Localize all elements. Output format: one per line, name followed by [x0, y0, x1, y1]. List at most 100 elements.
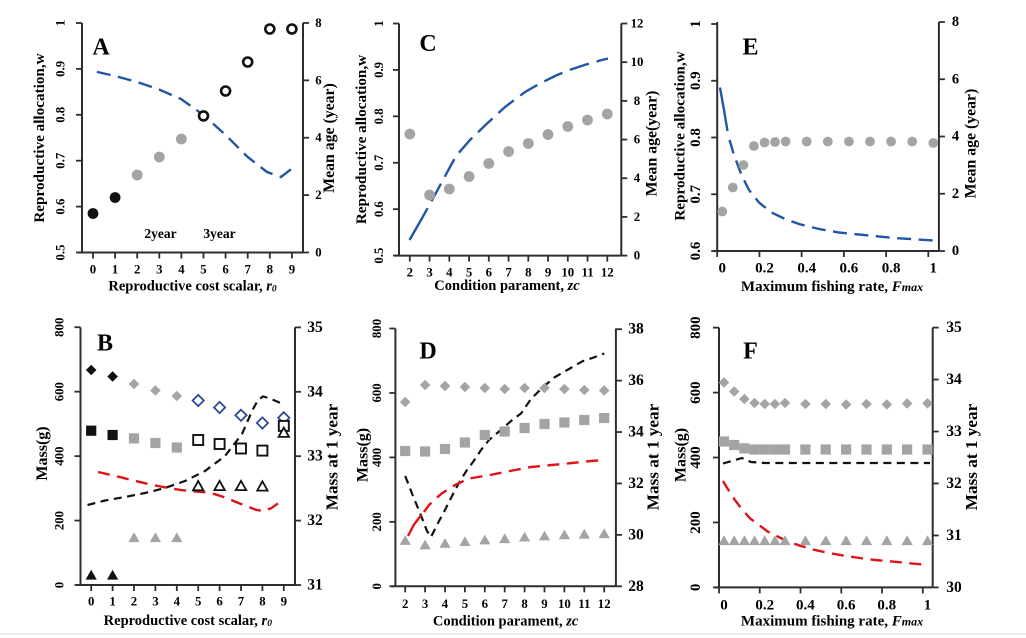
svg-text:6: 6 [952, 71, 959, 87]
svg-text:600: 600 [53, 382, 67, 401]
svg-text:30: 30 [946, 579, 962, 596]
svg-text:0.8: 0.8 [54, 107, 68, 123]
svg-text:0.2: 0.2 [755, 261, 774, 277]
svg-text:10: 10 [558, 597, 571, 611]
svg-text:1: 1 [54, 20, 68, 26]
svg-text:1: 1 [109, 595, 115, 609]
svg-text:0: 0 [370, 583, 384, 589]
svg-text:0.7: 0.7 [54, 152, 68, 169]
svg-text:3: 3 [152, 595, 158, 609]
svg-text:Reproductive allocation,w: Reproductive allocation,w [672, 51, 689, 220]
svg-text:0.4: 0.4 [797, 261, 816, 277]
svg-text:36: 36 [628, 372, 644, 389]
svg-text:Mass at 1 year: Mass at 1 year [644, 403, 663, 510]
svg-text:0.5: 0.5 [372, 248, 386, 264]
svg-text:9: 9 [545, 266, 551, 280]
svg-text:2year: 2year [144, 226, 176, 241]
svg-text:4: 4 [634, 171, 641, 185]
svg-text:0.2: 0.2 [755, 598, 774, 614]
svg-text:1: 1 [930, 261, 938, 277]
svg-text:1: 1 [112, 263, 118, 277]
svg-text:B: B [97, 331, 113, 357]
svg-text:0.9: 0.9 [372, 62, 386, 78]
svg-text:11: 11 [582, 266, 594, 280]
svg-text:0: 0 [90, 263, 96, 277]
svg-text:2: 2 [315, 188, 321, 202]
svg-text:7: 7 [501, 597, 508, 611]
svg-text:2: 2 [402, 597, 408, 611]
svg-text:0.8: 0.8 [877, 598, 896, 614]
svg-text:7: 7 [505, 266, 512, 280]
svg-text:0.4: 0.4 [796, 598, 815, 614]
svg-text:800: 800 [370, 319, 384, 338]
svg-text:38: 38 [628, 321, 644, 338]
svg-text:A: A [92, 35, 110, 61]
svg-text:4: 4 [442, 597, 449, 611]
svg-text:8: 8 [634, 94, 640, 108]
svg-text:8: 8 [267, 263, 273, 277]
svg-text:12: 12 [598, 597, 611, 611]
svg-text:600: 600 [370, 383, 384, 402]
svg-text:Condition parament, zc: Condition parament, zc [434, 278, 580, 294]
svg-text:4: 4 [174, 595, 181, 609]
svg-text:31: 31 [946, 527, 962, 544]
svg-text:C: C [419, 31, 436, 57]
svg-text:8: 8 [521, 597, 527, 611]
svg-text:34: 34 [307, 383, 323, 400]
svg-text:4: 4 [446, 266, 453, 280]
svg-text:1: 1 [924, 598, 932, 614]
svg-text:400: 400 [688, 446, 704, 469]
svg-text:Mean age(year): Mean age(year) [644, 91, 661, 197]
svg-text:0: 0 [720, 598, 728, 614]
svg-text:8: 8 [315, 16, 321, 30]
svg-text:10: 10 [631, 55, 644, 69]
svg-text:Maximum fishing rate, Fmax: Maximum fishing rate, Fmax [741, 614, 923, 630]
svg-text:Condition parament, zc: Condition parament, zc [433, 614, 579, 630]
svg-text:5: 5 [462, 597, 468, 611]
svg-text:9: 9 [281, 595, 287, 609]
svg-text:6: 6 [216, 595, 223, 609]
svg-text:0.6: 0.6 [840, 261, 859, 277]
svg-text:Mass at 1 year: Mass at 1 year [962, 403, 981, 510]
svg-text:4: 4 [315, 131, 322, 145]
svg-text:0.6: 0.6 [372, 201, 386, 218]
svg-text:4: 4 [178, 263, 185, 277]
svg-text:Reproductive cost scalar, r0: Reproductive cost scalar, r0 [108, 279, 277, 295]
svg-text:28: 28 [628, 578, 644, 595]
svg-text:9: 9 [541, 597, 547, 611]
svg-text:12: 12 [631, 17, 644, 31]
svg-text:0.6: 0.6 [837, 598, 856, 614]
svg-text:800: 800 [53, 318, 67, 337]
svg-text:12: 12 [601, 266, 614, 280]
svg-text:1: 1 [372, 20, 386, 26]
svg-text:0: 0 [719, 261, 727, 277]
svg-text:35: 35 [946, 319, 962, 336]
svg-text:200: 200 [53, 511, 67, 530]
svg-text:3: 3 [422, 597, 428, 611]
svg-text:5: 5 [195, 595, 201, 609]
svg-text:Reproductive cost scalar, r0: Reproductive cost scalar, r0 [104, 613, 273, 629]
svg-text:1: 1 [688, 20, 704, 28]
svg-text:0: 0 [688, 584, 704, 592]
svg-text:0.8: 0.8 [882, 261, 901, 277]
svg-text:8: 8 [952, 14, 959, 30]
svg-text:0.7: 0.7 [688, 184, 704, 203]
svg-text:8: 8 [525, 266, 531, 280]
svg-text:9: 9 [289, 263, 295, 277]
svg-text:7: 7 [238, 595, 245, 609]
svg-text:32: 32 [307, 512, 323, 529]
svg-text:33: 33 [307, 448, 323, 465]
svg-text:3: 3 [426, 266, 432, 280]
svg-text:Maximum fishing rate, Fmax: Maximum fishing rate, Fmax [741, 279, 923, 295]
svg-text:4: 4 [952, 129, 959, 145]
svg-text:3: 3 [156, 263, 162, 277]
svg-text:3year: 3year [203, 226, 235, 241]
svg-text:2: 2 [634, 210, 640, 224]
svg-text:Mass(g): Mass(g) [34, 426, 51, 480]
svg-text:200: 200 [688, 511, 704, 534]
svg-text:5: 5 [200, 263, 206, 277]
svg-text:Mass(g): Mass(g) [673, 428, 690, 482]
svg-text:6: 6 [634, 133, 641, 147]
svg-text:30: 30 [628, 526, 644, 543]
svg-text:F: F [743, 339, 758, 365]
